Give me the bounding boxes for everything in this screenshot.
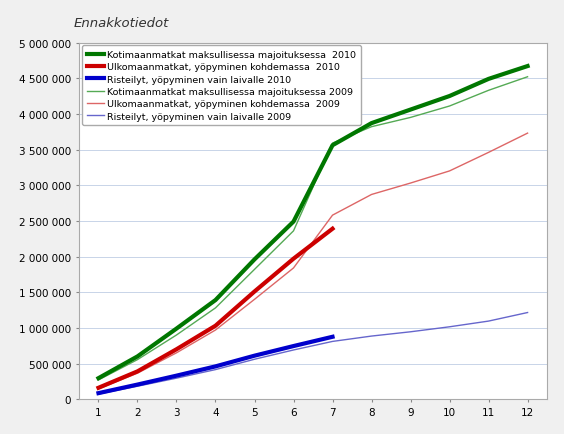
Text: Ennakkotiedot: Ennakkotiedot <box>73 17 169 30</box>
Legend: Kotimaanmatkat maksullisessa majoituksessa  2010, Ulkomaanmatkat, yöpyminen kohd: Kotimaanmatkat maksullisessa majoitukses… <box>82 46 361 126</box>
